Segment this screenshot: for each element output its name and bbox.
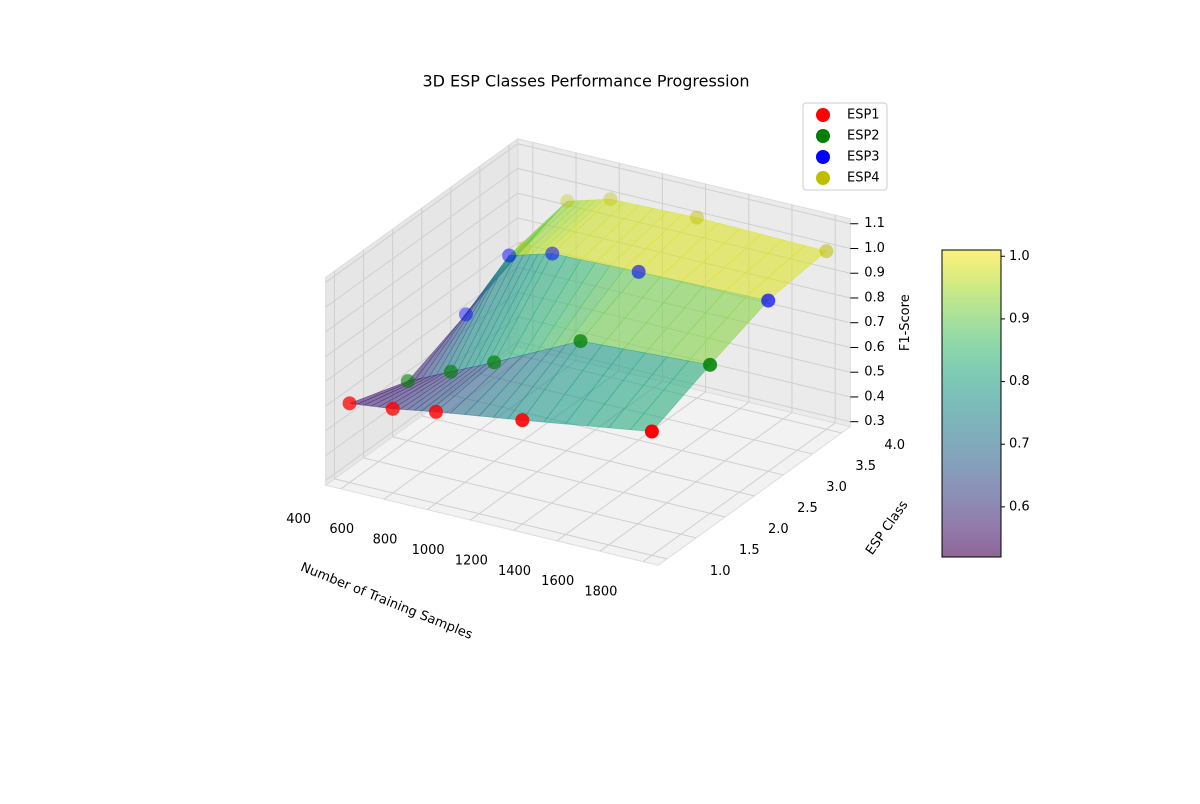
- z-tick-label: 1.0: [864, 241, 885, 256]
- grid-line: [421, 415, 755, 497]
- colorbar: [941, 249, 1002, 558]
- data-point: [560, 194, 575, 209]
- legend-marker: [816, 108, 830, 122]
- legend-box: [802, 102, 888, 191]
- grid-line: [325, 168, 519, 308]
- x-tick-label: 600: [329, 522, 354, 537]
- data-point: [631, 264, 646, 279]
- y-tick-label: 3.0: [826, 480, 847, 495]
- y-tick-label: 1.5: [739, 543, 760, 558]
- legend-label: ESP1: [847, 108, 880, 123]
- grid-line: [325, 242, 519, 382]
- data-point: [545, 246, 560, 261]
- y-axis-label: ESP Class: [863, 498, 911, 558]
- colorbar-tick-label: 0.8: [1009, 374, 1030, 389]
- y-tick-label: 2.5: [797, 501, 818, 516]
- grid-line: [325, 217, 519, 357]
- z-tick-label: 0.3: [864, 414, 885, 429]
- z-tick-label: 0.4: [864, 389, 885, 404]
- x-tick-label: 400: [286, 512, 311, 527]
- data-point: [502, 248, 517, 263]
- z-tick-label: 0.9: [864, 266, 885, 281]
- data-point: [428, 404, 443, 419]
- legend-label: ESP3: [847, 150, 880, 165]
- y-tick-label: 1.0: [710, 564, 731, 579]
- colorbar-tick-label: 1.0: [1009, 249, 1030, 264]
- x-tick-label: 1200: [455, 553, 488, 568]
- legend-marker: [816, 129, 830, 143]
- data-point: [603, 192, 618, 207]
- x-tick-label: 800: [373, 533, 398, 548]
- x-tick-label: 1400: [498, 564, 531, 579]
- y-tick-label: 2.0: [768, 522, 789, 537]
- data-point: [458, 307, 473, 322]
- x-tick-label: 1800: [584, 585, 617, 600]
- data-point: [517, 240, 532, 255]
- grid-line: [517, 143, 851, 225]
- legend-label: ESP2: [847, 129, 880, 144]
- x-tick-label: 1600: [541, 574, 574, 589]
- data-point: [573, 334, 588, 349]
- data-point: [689, 210, 704, 225]
- y-tick-label: 4.0: [884, 438, 905, 453]
- x-axis-label: Number of Training Samples: [298, 560, 474, 643]
- grid-line: [325, 143, 519, 283]
- z-tick-label: 0.7: [864, 315, 885, 330]
- data-point: [487, 355, 502, 370]
- data-point: [342, 396, 357, 411]
- data-point: [761, 293, 776, 308]
- z-tick-label: 1.1: [864, 216, 885, 231]
- z-tick-label: 0.8: [864, 290, 885, 305]
- grid-line: [334, 478, 668, 560]
- data-point: [400, 374, 415, 389]
- grid-line: [517, 168, 851, 249]
- y-tick-label: 3.5: [855, 459, 876, 474]
- data-point: [515, 413, 530, 428]
- colorbar-tick-label: 0.7: [1009, 437, 1030, 452]
- grid-line: [392, 436, 726, 518]
- colorbar-tick-label: 0.9: [1009, 311, 1030, 326]
- z-axis-label: F1-Score: [898, 294, 913, 351]
- z-tick-label: 0.5: [864, 365, 885, 380]
- grid-line: [363, 457, 697, 539]
- x-tick-label: 1000: [412, 543, 445, 558]
- z-tick-label: 0.6: [864, 340, 885, 355]
- data-point: [703, 357, 718, 372]
- data-point: [644, 424, 659, 439]
- legend-marker: [816, 171, 830, 185]
- legend-marker: [816, 150, 830, 164]
- data-point: [443, 364, 458, 379]
- grid-line: [325, 192, 519, 333]
- chart-title: 3D ESP Classes Performance Progression: [422, 72, 749, 91]
- data-point: [385, 401, 400, 416]
- colorbar-tick-label: 0.6: [1009, 499, 1030, 514]
- legend-label: ESP4: [847, 171, 880, 186]
- data-point: [819, 244, 834, 259]
